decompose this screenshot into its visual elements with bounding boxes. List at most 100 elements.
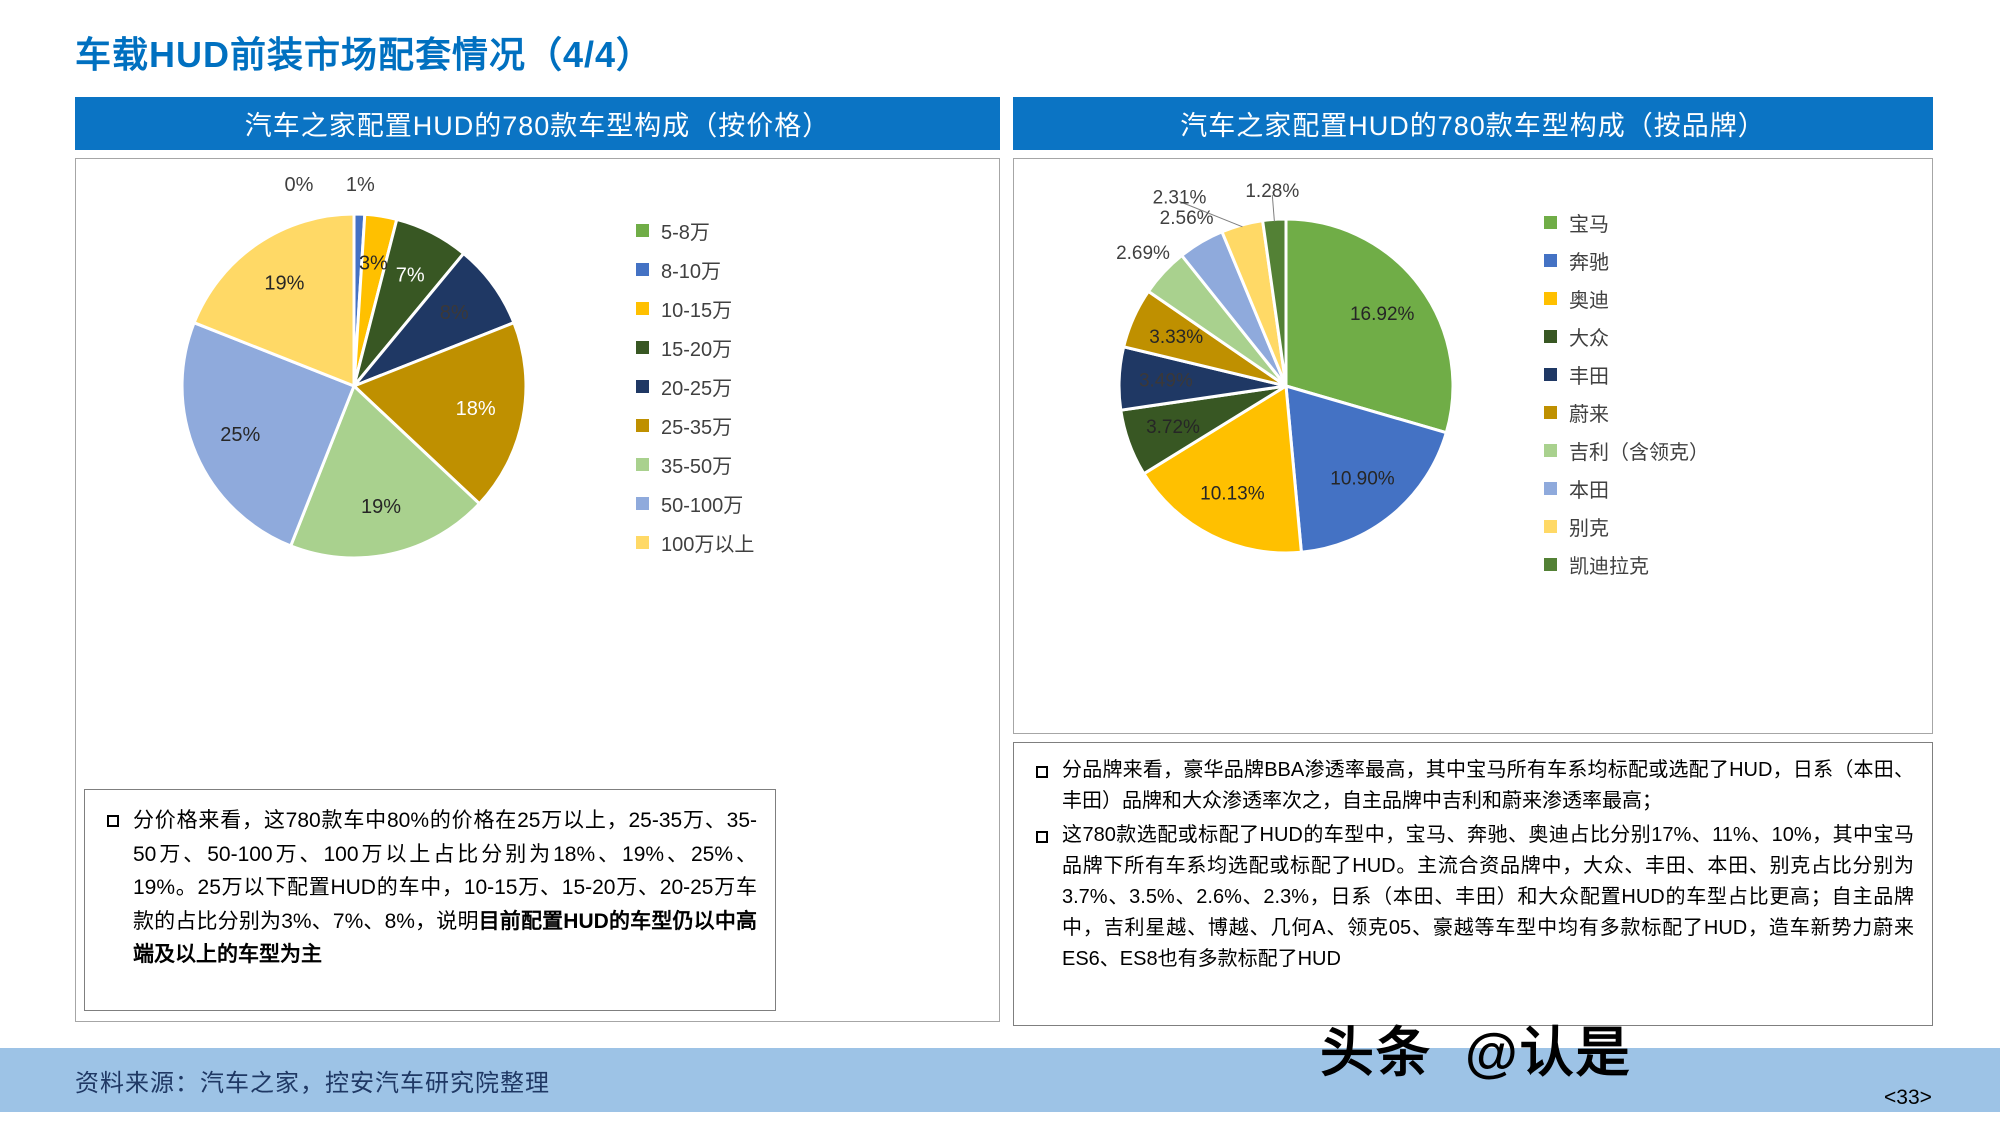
pie-label: 3.72% <box>1146 417 1200 438</box>
legend-label: 奥迪 <box>1569 289 1609 312</box>
pie-label: 2.69% <box>1116 243 1170 264</box>
pie-slice <box>192 212 356 388</box>
legend-label: 50-100万 <box>661 495 744 517</box>
legend-label: 8-10万 <box>661 261 722 283</box>
pie-label: 3.33% <box>1149 327 1203 348</box>
legend-item: 5-8万 <box>636 211 754 250</box>
legend-swatch-icon <box>1544 557 1557 571</box>
panel-by-price-header: 汽车之家配置HUD的780款车型构成（按价格） <box>75 97 1000 150</box>
price-pie-chart: 0% 1% 3% 7% 8% 18% 19% 25% 19% <box>180 174 528 560</box>
legend-label: 15-20万 <box>661 339 733 361</box>
legend-item: 8-10万 <box>636 250 754 289</box>
note-item: 分价格来看，这780款车中80%的价格在25万以上，25-35万、35-50万、… <box>103 804 757 972</box>
legend-swatch-icon <box>1544 367 1557 381</box>
legend-label: 吉利（含领克） <box>1569 441 1709 464</box>
source-text: 资料来源：汽车之家，控安汽车研究院整理 <box>75 1069 550 1097</box>
watermark-handle: @认是 <box>1465 1023 1632 1083</box>
pie-label: 16.92% <box>1350 304 1415 325</box>
pie-label: 19% <box>361 496 401 518</box>
pie-slice <box>1284 217 1455 435</box>
legend-swatch-icon <box>636 380 649 393</box>
price-notes: 分价格来看，这780款车中80%的价格在25万以上，25-35万、35-50万、… <box>103 804 757 972</box>
legend-item: 凯迪拉克 <box>1544 545 1709 583</box>
legend-item: 100万以上 <box>636 523 754 562</box>
legend-label: 100万以上 <box>661 534 755 556</box>
pie-label: 1% <box>346 174 375 196</box>
legend-label: 蔚来 <box>1569 403 1609 426</box>
legend-swatch-icon <box>636 458 649 471</box>
legend-swatch-icon <box>1544 405 1557 419</box>
legend-item: 20-25万 <box>636 367 754 406</box>
pie-label: 2.31% <box>1153 188 1207 209</box>
pie-slice <box>352 321 528 506</box>
legend-item: 50-100万 <box>636 484 754 523</box>
pie-label: 3% <box>359 253 388 275</box>
legend-swatch-icon <box>636 341 649 354</box>
legend-label: 奔驰 <box>1569 251 1609 274</box>
legend-label: 凯迪拉克 <box>1569 555 1649 578</box>
legend-swatch-icon <box>1544 519 1557 533</box>
pie-label: 3.49% <box>1139 371 1193 392</box>
note-text: 分品牌来看，豪华品牌BBA渗透率最高，其中宝马所有车系均标配或选配了HUD，日系… <box>1062 759 1914 812</box>
legend-item: 奔驰 <box>1544 241 1709 279</box>
legend-swatch-icon <box>1544 253 1557 267</box>
pie-label: 19% <box>264 273 304 295</box>
brand-legend: 宝马奔驰奥迪大众丰田蔚来吉利（含领克） 本田别克凯迪拉克 <box>1544 203 1709 583</box>
legend-label: 5-8万 <box>661 222 710 244</box>
legend-item: 奥迪 <box>1544 279 1709 317</box>
legend-item: 宝马 <box>1544 203 1709 241</box>
pie-slice <box>1142 384 1303 555</box>
legend-swatch-icon <box>636 263 649 276</box>
note-text: 分价格来看，这780款车中80%的价格在25万以上，25-35万、35-50万、… <box>133 809 757 967</box>
legend-item: 蔚来 <box>1544 393 1709 431</box>
label-leader-line <box>1271 195 1275 222</box>
note-item: 分品牌来看，豪华品牌BBA渗透率最高，其中宝马所有车系均标配或选配了HUD，日系… <box>1032 755 1914 817</box>
brand-note-box: 分品牌来看，豪华品牌BBA渗透率最高，其中宝马所有车系均标配或选配了HUD，日系… <box>1013 742 1933 1026</box>
note-text: 这780款选配或标配了HUD的车型中，宝马、奔驰、奥迪占比分别17%、11%、1… <box>1062 824 1914 970</box>
pie-label: 25% <box>220 424 260 446</box>
legend-swatch-icon <box>1544 329 1557 343</box>
watermark-brand: 头条 <box>1320 1023 1432 1083</box>
legend-swatch-icon <box>636 419 649 432</box>
legend-label: 35-50万 <box>661 456 733 478</box>
brand-pie-chart: 16.92% 10.90% 10.13% 3.72% 3.49% 3.33% 2.69% 2.… <box>1116 181 1455 555</box>
legend-item: 35-50万 <box>636 445 754 484</box>
square-bullet-icon <box>1036 766 1048 778</box>
footer-strip: 资料来源：汽车之家，控安汽车研究院整理 <box>0 1048 2000 1112</box>
panel-by-brand: 汽车之家配置HUD的780款车型构成（按品牌） 16.92% 10.90% 10.1… <box>1013 97 1933 1026</box>
pie-label: 0% <box>285 174 314 196</box>
legend-label: 20-25万 <box>661 378 733 400</box>
legend-label: 宝马 <box>1569 213 1609 236</box>
page-title: 车载HUD前装市场配套情况（4/4） <box>75 34 654 75</box>
pie-slice <box>180 321 356 548</box>
legend-swatch-icon <box>1544 215 1557 229</box>
legend-label: 本田 <box>1569 479 1609 502</box>
legend-item: 别克 <box>1544 507 1709 545</box>
page-number: <33> <box>1884 1086 1932 1109</box>
legend-label: 25-35万 <box>661 417 733 439</box>
legend-item: 丰田 <box>1544 355 1709 393</box>
panel-by-price: 汽车之家配置HUD的780款车型构成（按价格） 0% 1% 3% 7% 8% 18% 19%… <box>75 97 1000 1022</box>
pie-label: 10.13% <box>1200 484 1265 505</box>
legend-label: 别克 <box>1569 517 1609 540</box>
legend-label: 10-15万 <box>661 300 733 322</box>
label-leader-line <box>1179 201 1243 228</box>
legend-item: 吉利（含领克） <box>1544 431 1709 469</box>
legend-swatch-icon <box>1544 291 1557 305</box>
legend-swatch-icon <box>636 302 649 315</box>
pie-label: 8% <box>440 302 469 324</box>
square-bullet-icon <box>1036 831 1048 843</box>
legend-swatch-icon <box>1544 443 1557 457</box>
note-item: 这780款选配或标配了HUD的车型中，宝马、奔驰、奥迪占比分别17%、11%、1… <box>1032 820 1914 975</box>
square-bullet-icon <box>107 815 119 827</box>
legend-swatch-icon <box>636 224 649 237</box>
legend-label: 丰田 <box>1569 365 1609 388</box>
legend-swatch-icon <box>636 536 649 549</box>
legend-label: 大众 <box>1569 327 1609 350</box>
legend-item: 15-20万 <box>636 328 754 367</box>
pie-label: 1.28% <box>1245 181 1299 202</box>
legend-item: 本田 <box>1544 469 1709 507</box>
brand-notes: 分品牌来看，豪华品牌BBA渗透率最高，其中宝马所有车系均标配或选配了HUD，日系… <box>1032 755 1914 975</box>
pie-label: 10.90% <box>1330 469 1395 490</box>
